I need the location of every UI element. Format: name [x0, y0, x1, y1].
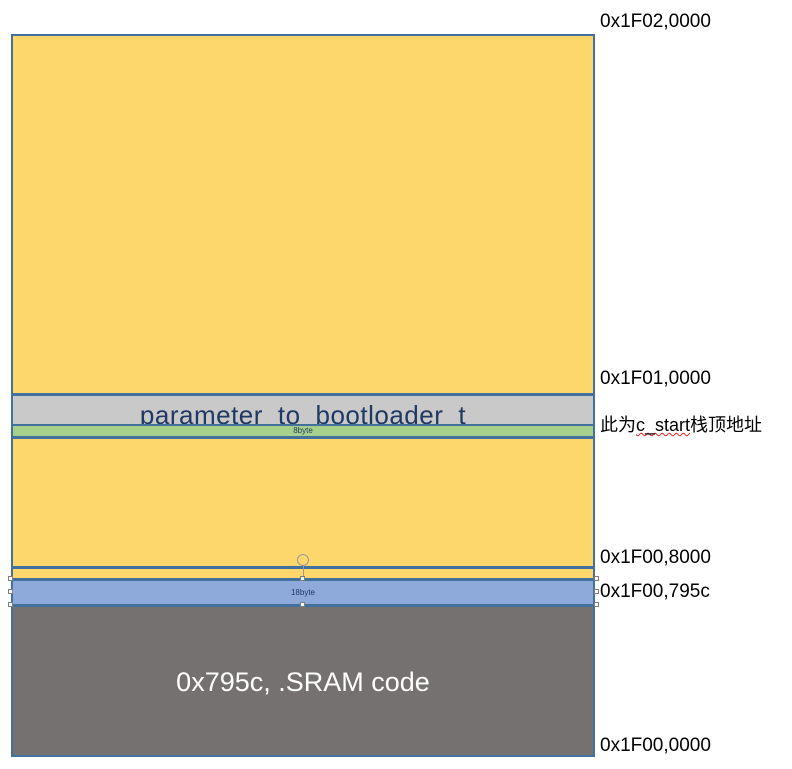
resize-handle-top-left[interactable] [8, 576, 13, 581]
address-label-top: 0x1F02,0000 [600, 11, 711, 32]
resize-handle-bottom-center[interactable] [300, 602, 305, 607]
memory-region-sram-code: 0x795c, .SRAM code [11, 605, 595, 757]
address-label-1f008000: 0x1F00,8000 [600, 547, 711, 568]
memory-region-lower-free [11, 437, 595, 568]
address-label-1f00795c: 0x1F00,795c [600, 581, 710, 602]
rotate-handle-icon[interactable] [297, 554, 309, 566]
eighteen-byte-label: 18byte [290, 587, 316, 597]
memory-region-parameter-to-bootloader: parameter_to_bootloader_t [11, 394, 595, 426]
eight-byte-label: 8byte [293, 426, 313, 435]
stack-top-note: 此为c_start栈顶地址 [600, 416, 762, 434]
resize-handle-bottom-left[interactable] [8, 602, 13, 607]
stack-note-suffix: 栈顶地址 [690, 415, 763, 435]
resize-handle-middle-left[interactable] [8, 589, 13, 594]
resize-handle-middle-right[interactable] [594, 589, 599, 594]
memory-region-upper-free [11, 34, 595, 395]
resize-handle-bottom-right[interactable] [594, 602, 599, 607]
memory-region-8byte: 8byte [11, 424, 595, 438]
address-label-1f010000: 0x1F01,0000 [600, 368, 711, 389]
stack-note-prefix: 此为 [600, 415, 636, 435]
parameter-region-label: parameter_to_bootloader_t [139, 400, 467, 426]
rotate-handle-stem [303, 566, 304, 578]
sram-region-label: 0x795c, .SRAM code [176, 666, 430, 697]
resize-handle-top-right[interactable] [594, 576, 599, 581]
stack-note-symbol: c_start [636, 415, 691, 435]
resize-handle-top-center[interactable] [300, 576, 305, 581]
address-label-bottom: 0x1F00,0000 [600, 735, 711, 756]
